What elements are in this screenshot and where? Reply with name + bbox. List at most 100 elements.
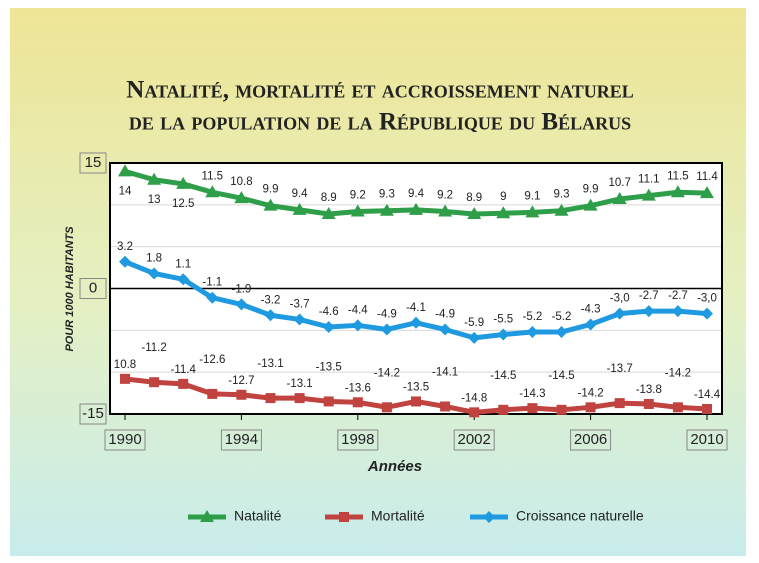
marker — [468, 331, 481, 344]
data-label: -4.4 — [348, 304, 368, 316]
data-label: -11.4 — [171, 364, 197, 376]
marker — [350, 204, 365, 217]
data-label: 11.5 — [202, 170, 224, 182]
data-label: 9.3 — [554, 189, 570, 201]
marker — [323, 396, 334, 407]
y-axis-label: POUR 1000 HABITANTS — [64, 226, 76, 352]
marker — [177, 273, 190, 286]
x-tick-label: 2006 — [574, 431, 607, 448]
x-tick-box — [104, 429, 146, 451]
x-tick-box — [453, 429, 495, 451]
x-tick-label: 1998 — [341, 431, 374, 448]
marker — [411, 396, 421, 407]
y-tick-label: -15 — [82, 405, 104, 422]
data-label: 9.1 — [524, 190, 540, 202]
marker — [118, 164, 132, 177]
data-label: 9.4 — [408, 188, 425, 200]
marker — [264, 309, 277, 322]
marker — [439, 323, 452, 336]
data-label: -3.2 — [261, 294, 281, 306]
y-tick-box — [79, 403, 107, 425]
marker — [409, 202, 423, 215]
marker — [642, 305, 655, 318]
data-label: 1.1 — [175, 258, 191, 270]
marker — [380, 323, 393, 336]
data-label: -3.7 — [290, 298, 310, 310]
legend-item: Natalité — [188, 508, 282, 524]
data-label: 10.7 — [609, 177, 631, 189]
x-tick-box — [337, 429, 379, 451]
data-label: 9.2 — [437, 190, 453, 202]
marker — [176, 176, 191, 189]
marker — [469, 407, 480, 418]
data-label: -5.5 — [493, 314, 513, 326]
marker — [206, 291, 219, 304]
marker — [555, 326, 568, 339]
data-label: 9.3 — [379, 189, 395, 201]
y-tick-box — [79, 152, 107, 174]
data-label: -14.3 — [519, 388, 545, 400]
marker — [525, 205, 540, 218]
marker — [483, 511, 495, 523]
marker — [263, 198, 278, 211]
marker — [322, 320, 335, 333]
marker — [670, 185, 685, 198]
marker — [643, 398, 654, 409]
marker — [583, 198, 598, 211]
data-label: 1.8 — [146, 252, 162, 264]
chart-title: Natalité, mortalité et accroissement nat… — [126, 77, 633, 104]
data-label: -13.6 — [345, 382, 371, 394]
y-tick-label: 0 — [89, 279, 97, 296]
chart-title: de la population de la République du Bél… — [129, 109, 631, 136]
marker — [641, 188, 656, 201]
data-label: 8.9 — [321, 192, 337, 204]
marker — [498, 404, 509, 415]
marker — [410, 316, 422, 329]
x-axis-label: Années — [367, 458, 422, 475]
marker — [496, 206, 511, 219]
marker — [148, 267, 161, 280]
marker — [339, 512, 349, 522]
data-label: -14.1 — [432, 367, 458, 379]
marker — [200, 510, 214, 522]
marker — [265, 393, 276, 404]
marker — [701, 307, 713, 320]
data-label: -13.1 — [286, 378, 312, 390]
marker — [584, 318, 597, 331]
data-label: 9.2 — [350, 190, 366, 202]
marker — [614, 398, 625, 409]
data-label: 13 — [148, 194, 161, 206]
marker — [351, 319, 364, 332]
data-label: -3,0 — [697, 293, 717, 305]
marker — [379, 203, 394, 216]
marker — [207, 388, 218, 399]
legend-item: Mortalité — [325, 508, 425, 524]
data-label: -5.2 — [552, 311, 572, 323]
data-label: -4.6 — [319, 306, 339, 318]
data-label: -14.5 — [548, 370, 574, 382]
marker — [178, 378, 189, 389]
marker — [292, 202, 307, 215]
data-label: -12.6 — [199, 354, 225, 366]
marker — [205, 185, 220, 198]
marker — [236, 389, 247, 400]
marker — [671, 305, 684, 318]
marker — [613, 307, 626, 320]
marker — [554, 203, 569, 216]
marker — [526, 326, 539, 339]
data-label: -4.9 — [377, 309, 397, 321]
data-label: 14 — [119, 185, 132, 197]
data-label: 9.9 — [583, 184, 599, 196]
data-label: -1.1 — [202, 277, 222, 289]
marker — [672, 402, 683, 413]
data-label: -3,0 — [610, 293, 630, 305]
marker — [234, 191, 249, 204]
data-label: 9.9 — [263, 184, 279, 196]
data-label: -13.5 — [316, 361, 342, 373]
marker — [235, 298, 248, 311]
marker — [700, 186, 714, 199]
marker — [147, 172, 162, 185]
marker — [120, 373, 130, 384]
legend-item: Croissance naturelle — [470, 508, 644, 524]
